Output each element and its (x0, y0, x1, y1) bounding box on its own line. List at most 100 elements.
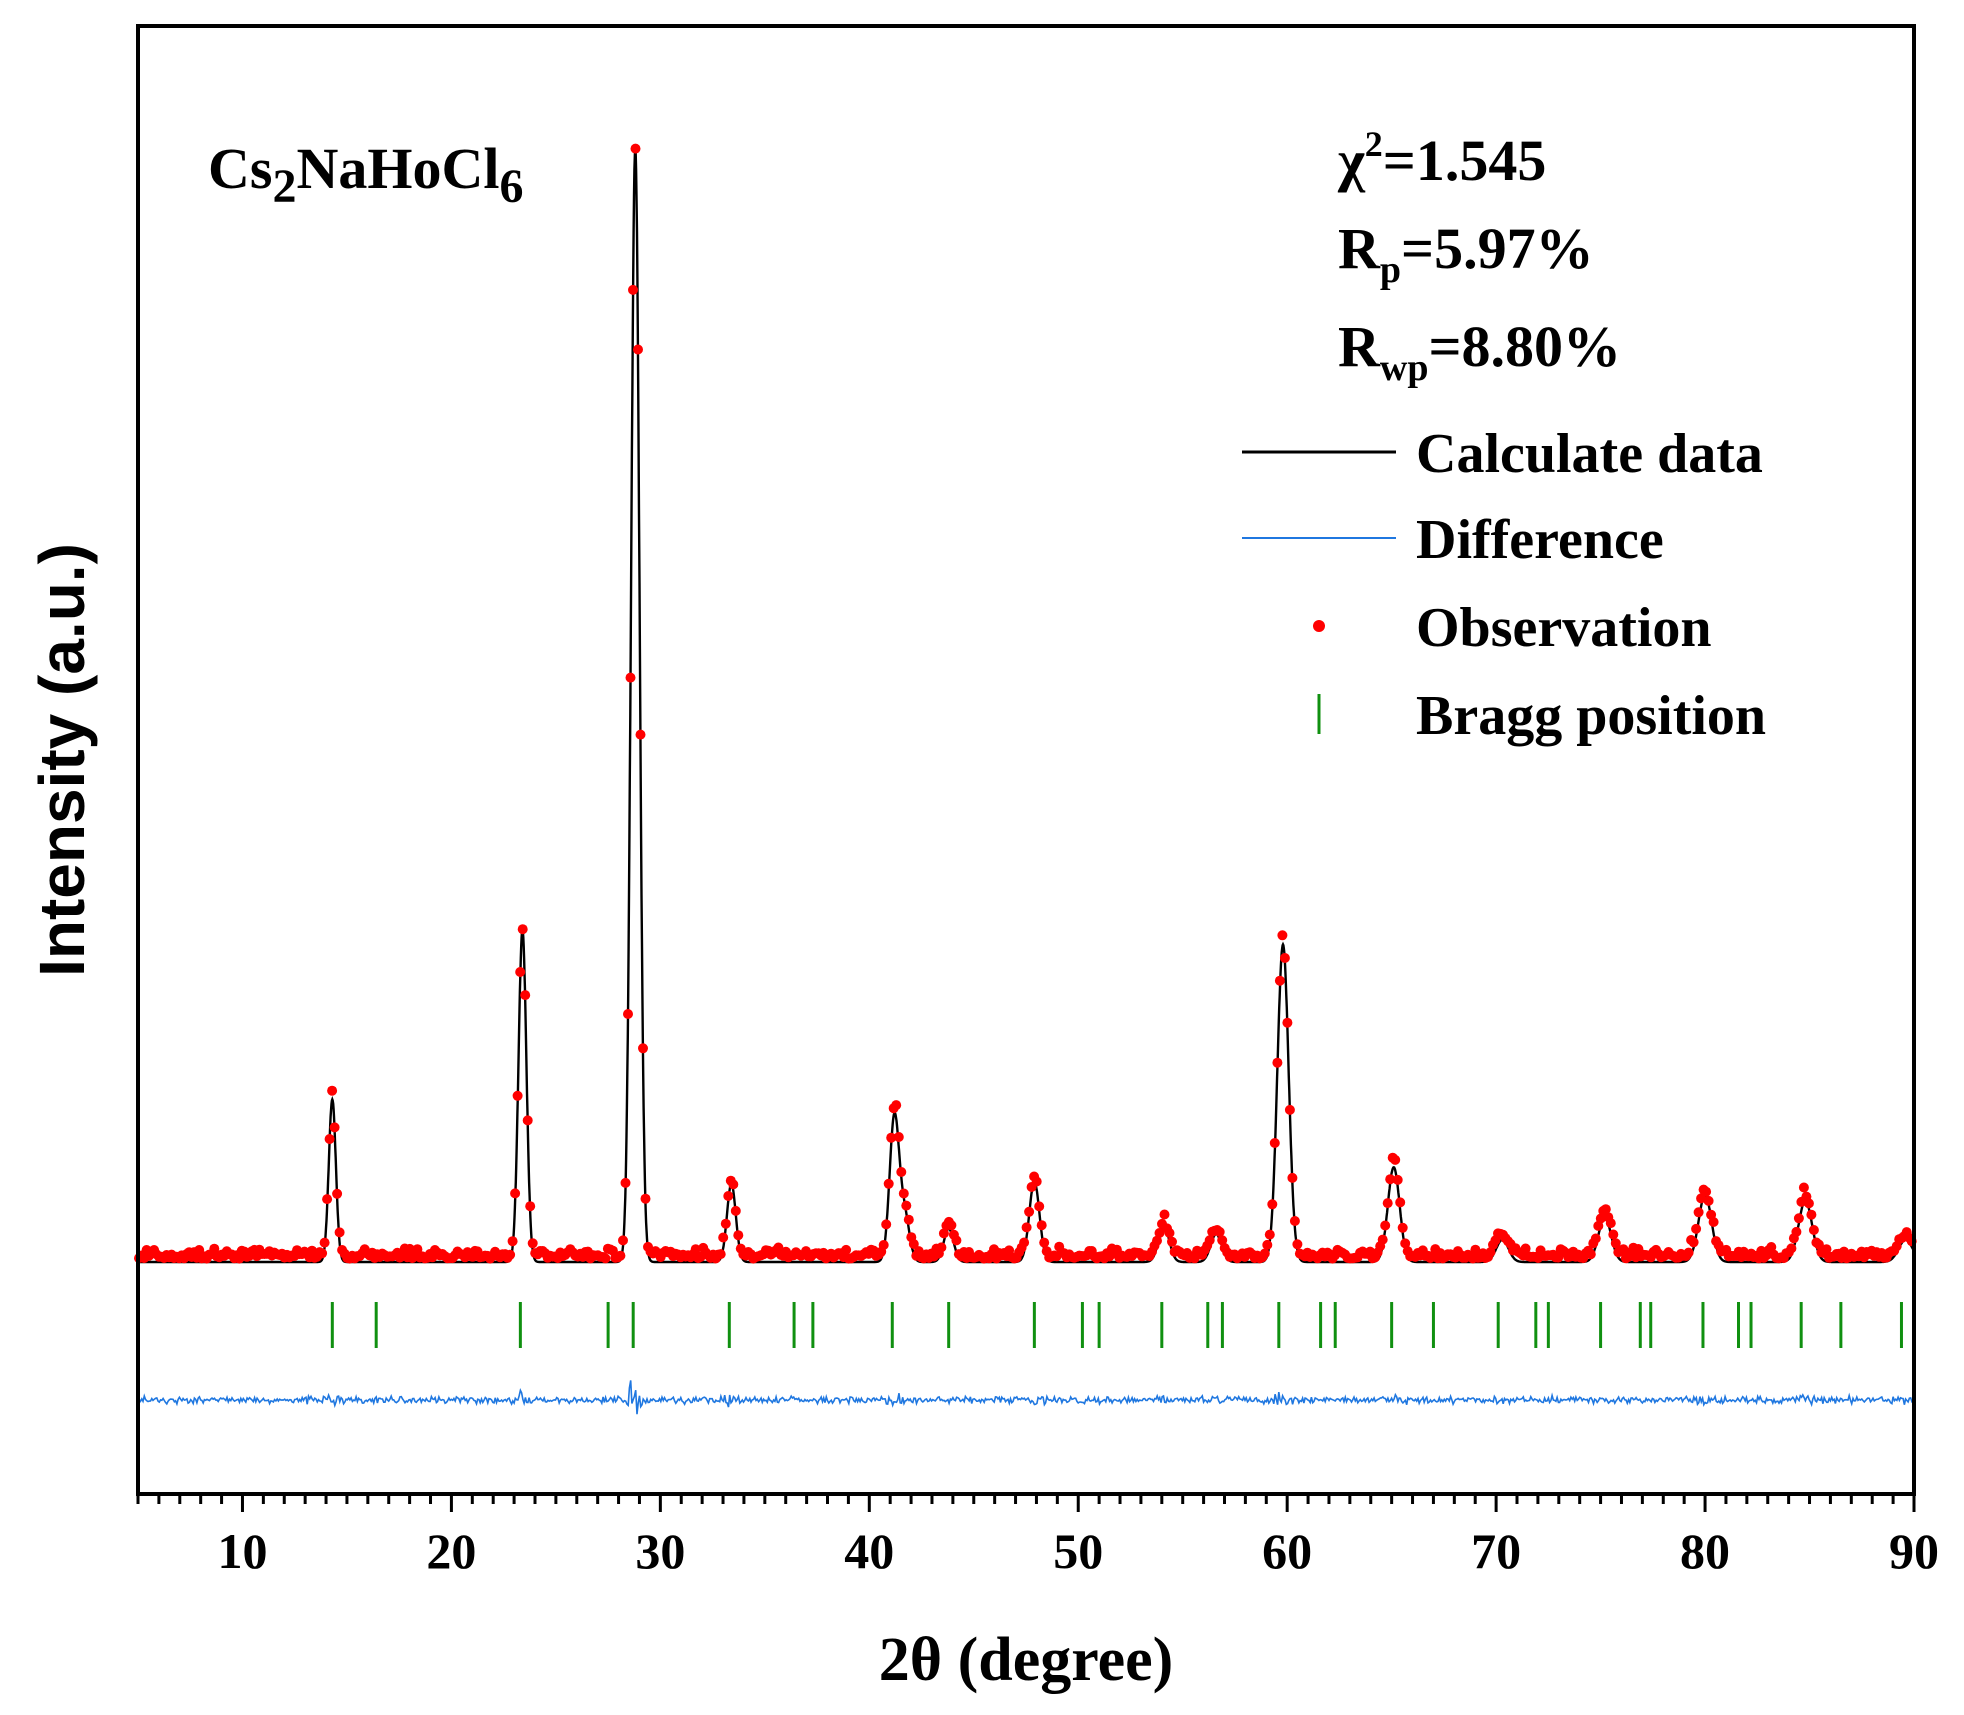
x-tick-label: 70 (1471, 1523, 1521, 1579)
observation-point (1021, 1222, 1032, 1233)
observation-point (1520, 1243, 1531, 1254)
observation-point (1034, 1201, 1045, 1212)
observation-point (733, 1230, 744, 1241)
observation-point (908, 1239, 919, 1249)
observation-point (1803, 1198, 1814, 1209)
observation-point (1813, 1239, 1824, 1250)
x-tick-label: 30 (635, 1523, 685, 1579)
observation-point (618, 1235, 628, 1246)
observation-point (1264, 1229, 1275, 1240)
x-ticks: 10 20 30 40 50 60 70 80 90 (136, 1494, 1939, 1579)
observation-point (1400, 1238, 1411, 1249)
legend-difference-label: Difference (1416, 509, 1664, 571)
observation-point (1791, 1226, 1802, 1237)
observation-point (896, 1167, 907, 1177)
observation-point (1397, 1222, 1408, 1233)
observation-point (1821, 1244, 1832, 1255)
observation-point (510, 1188, 521, 1199)
observation-point (1214, 1226, 1225, 1237)
observation-point (886, 1132, 897, 1143)
observation-point (730, 1205, 741, 1216)
observation-point (878, 1240, 889, 1250)
observation-point (615, 1250, 626, 1261)
observation-point (946, 1220, 957, 1231)
observation-point (1039, 1237, 1050, 1248)
observation-point (623, 1009, 633, 1019)
observation-point (1031, 1176, 1042, 1187)
observation-point (1269, 1138, 1280, 1148)
legend-bragg-label: Bragg position (1416, 685, 1766, 747)
observation-point (322, 1194, 333, 1205)
observation-point (512, 1090, 523, 1101)
observation-point (1262, 1239, 1273, 1250)
observation-point (1395, 1197, 1406, 1208)
plot-content (134, 143, 1917, 1415)
observation-point (1786, 1243, 1797, 1254)
observation-point (1766, 1242, 1777, 1252)
observation-point (1693, 1207, 1704, 1218)
x-tick-label: 10 (217, 1523, 267, 1579)
observation-point (1605, 1218, 1616, 1229)
observation-point (620, 1177, 631, 1188)
observation-point (720, 1218, 731, 1229)
observation-point (1272, 1057, 1283, 1068)
legend: Calculate data Difference Observation Br… (1242, 423, 1766, 747)
observation-point (1385, 1174, 1396, 1185)
observation-point (1377, 1234, 1388, 1245)
observation-point (412, 1244, 423, 1255)
observation-point (1292, 1239, 1303, 1250)
observation-point (638, 1043, 648, 1054)
observation-point (635, 729, 646, 740)
observation-point (1808, 1225, 1819, 1235)
observation-point (936, 1242, 947, 1253)
observation-point (1284, 1104, 1295, 1115)
observation-points (134, 143, 1917, 1264)
plot-frame (136, 24, 1916, 1496)
legend-observation-swatch (1313, 620, 1325, 632)
x-axis-title: 2θ (degree) (879, 1626, 1174, 1694)
observation-point (723, 1191, 734, 1201)
observation-point (1798, 1182, 1809, 1193)
observation-point (1259, 1248, 1270, 1259)
observation-point (1608, 1229, 1619, 1240)
observation-point (1164, 1228, 1175, 1238)
observation-point (1703, 1195, 1714, 1206)
observation-point (1683, 1247, 1694, 1258)
observation-point (525, 1201, 536, 1212)
x-tick-label: 80 (1680, 1523, 1730, 1579)
observation-point (1595, 1213, 1606, 1224)
observation-point (951, 1235, 962, 1246)
observation-point (1390, 1154, 1401, 1165)
observation-point (1204, 1235, 1215, 1246)
stat-chi-squared: χ2=1.545 (1337, 124, 1546, 193)
observation-point (1610, 1238, 1621, 1249)
observation-point (891, 1100, 902, 1111)
observation-point (1167, 1236, 1177, 1247)
observation-point (1806, 1209, 1817, 1220)
observation-point (1600, 1204, 1611, 1215)
observation-point (1159, 1209, 1170, 1220)
observation-point (841, 1244, 852, 1255)
observation-point (327, 1085, 338, 1096)
observation-point (1618, 1244, 1629, 1255)
observation-point (1289, 1216, 1300, 1226)
observation-point (1553, 1252, 1564, 1263)
observation-point (728, 1179, 739, 1190)
observation-point (640, 1193, 651, 1204)
observation-point (1267, 1199, 1278, 1210)
observation-point (1793, 1213, 1804, 1224)
observation-point (1470, 1244, 1481, 1255)
observation-point (881, 1219, 892, 1230)
observation-point (901, 1200, 912, 1211)
observation-point (334, 1227, 345, 1238)
observation-point (1585, 1249, 1596, 1260)
observation-point (317, 1248, 328, 1259)
observation-point (1282, 1017, 1293, 1028)
observation-point (1274, 975, 1285, 986)
x-tick-label: 50 (1053, 1523, 1103, 1579)
observation-point (938, 1228, 949, 1239)
observation-point (507, 1236, 518, 1247)
stat-rp: Rp=5.97% (1338, 216, 1594, 291)
observation-point (1019, 1237, 1030, 1248)
